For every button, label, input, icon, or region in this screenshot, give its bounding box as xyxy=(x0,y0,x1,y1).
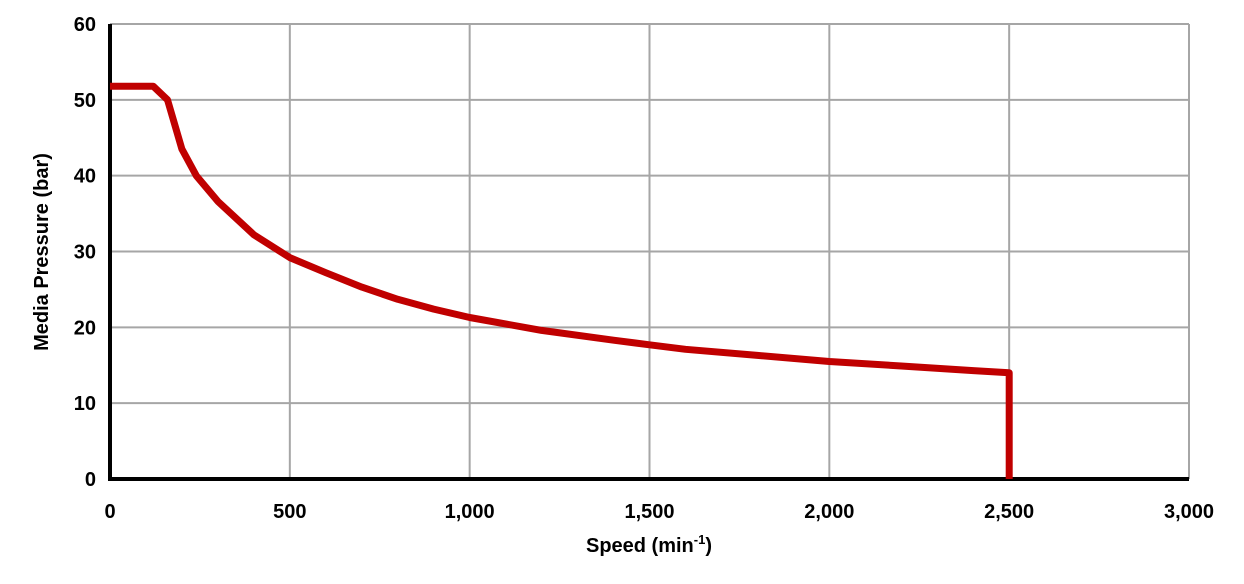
y-axis-title: Media Pressure (bar) xyxy=(31,153,53,351)
x-axis-title: Speed (min-1) xyxy=(586,532,712,557)
tick-labels: 0 10 20 30 40 50 60 0 500 1,000 1,500 2,000 2,500 3,0… xyxy=(74,14,1214,523)
x-tick-label: 2,000 xyxy=(804,501,854,523)
x-tick-label: 500 xyxy=(273,501,306,523)
y-tick-label: 20 xyxy=(74,317,96,339)
x-tick-label: 0 xyxy=(104,501,115,523)
x-tick-label: 1,500 xyxy=(624,501,674,523)
y-tick-label: 30 xyxy=(74,242,96,264)
gridlines xyxy=(110,23,1190,479)
x-tick-label: 3,000 xyxy=(1164,501,1214,523)
y-tick-label: 10 xyxy=(74,393,96,415)
x-tick-label: 2,500 xyxy=(984,501,1034,523)
y-tick-label: 50 xyxy=(74,90,96,112)
x-tick-label: 1,000 xyxy=(445,501,495,523)
data-series xyxy=(110,82,1013,479)
y-tick-label: 0 xyxy=(85,469,96,491)
y-tick-label: 60 xyxy=(74,14,96,36)
pressure-curve xyxy=(110,82,1013,479)
y-tick-label: 40 xyxy=(74,166,96,188)
